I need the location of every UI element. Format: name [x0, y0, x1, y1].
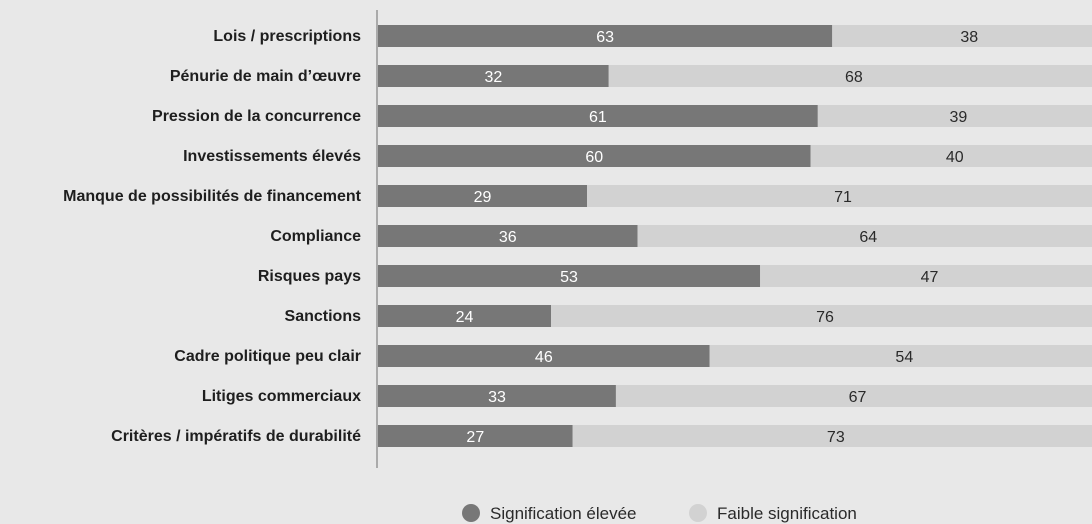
legend-swatch-low — [689, 504, 707, 522]
bar-low-significance — [551, 305, 1092, 327]
data-label-low: 64 — [859, 229, 877, 246]
bar-low-significance — [608, 65, 1092, 87]
data-label-low: 67 — [849, 389, 867, 406]
bar-high-significance — [378, 345, 710, 367]
category-label: Lois / prescriptions — [213, 28, 361, 45]
data-label-high: 61 — [589, 109, 607, 126]
bar-high-significance — [378, 225, 638, 247]
bar-low-significance — [572, 425, 1092, 447]
data-label-low: 71 — [834, 189, 852, 206]
data-label-low: 39 — [950, 109, 968, 126]
bar-low-significance — [832, 25, 1092, 47]
data-label-high: 27 — [466, 429, 484, 446]
data-label-high: 32 — [484, 69, 502, 86]
data-label-high: 46 — [535, 349, 553, 366]
bar-low-significance — [760, 265, 1092, 287]
data-label-low: 68 — [845, 69, 863, 86]
bar-high-significance — [378, 105, 818, 127]
bar-high-significance — [378, 265, 761, 287]
bar-low-significance — [810, 145, 1092, 167]
category-label: Pénurie de main d’œuvre — [170, 68, 361, 85]
category-label: Critères / impératifs de durabilité — [111, 428, 361, 445]
data-label-high: 33 — [488, 389, 506, 406]
bar-high-significance — [378, 305, 552, 327]
data-label-high: 24 — [456, 309, 474, 326]
bar-low-significance — [709, 345, 1092, 367]
legend-label-high: Signification élevée — [490, 504, 636, 523]
category-label: Cadre politique peu clair — [174, 348, 361, 365]
category-label: Litiges commerciaux — [202, 388, 361, 405]
category-label: Compliance — [270, 228, 361, 245]
legend: Signification élevée Faible significatio… — [462, 504, 857, 523]
data-label-low: 38 — [960, 29, 978, 46]
data-label-low: 54 — [895, 349, 913, 366]
data-label-low: 76 — [816, 309, 834, 326]
category-label: Sanctions — [285, 308, 362, 325]
data-label-high: 36 — [499, 229, 517, 246]
bar-high-significance — [378, 425, 573, 447]
bar-high-significance — [378, 185, 588, 207]
data-label-high: 29 — [474, 189, 492, 206]
bar-low-significance — [615, 385, 1092, 407]
data-label-low: 73 — [827, 429, 845, 446]
bar-high-significance — [378, 385, 616, 407]
bar-low-significance — [637, 225, 1092, 247]
bars-group: Lois / prescriptions 63 38 Pénurie de main … — [63, 25, 1092, 447]
legend-swatch-high — [462, 504, 480, 522]
bar-high-significance — [378, 145, 811, 167]
data-label-low: 40 — [946, 149, 964, 166]
legend-label-low: Faible signification — [717, 504, 857, 523]
data-label-high: 53 — [560, 269, 578, 286]
category-label: Risques pays — [258, 268, 361, 285]
data-label-high: 63 — [596, 29, 614, 46]
category-label: Investissements élevés — [183, 148, 361, 165]
bar-low-significance — [817, 105, 1092, 127]
bar-high-significance — [378, 25, 833, 47]
data-label-high: 60 — [585, 149, 603, 166]
bar-low-significance — [587, 185, 1092, 207]
category-label: Pression de la concurrence — [152, 108, 361, 125]
bar-high-significance — [378, 65, 609, 87]
data-label-low: 47 — [921, 269, 939, 286]
category-label: Manque de possibilités de financement — [63, 188, 362, 205]
